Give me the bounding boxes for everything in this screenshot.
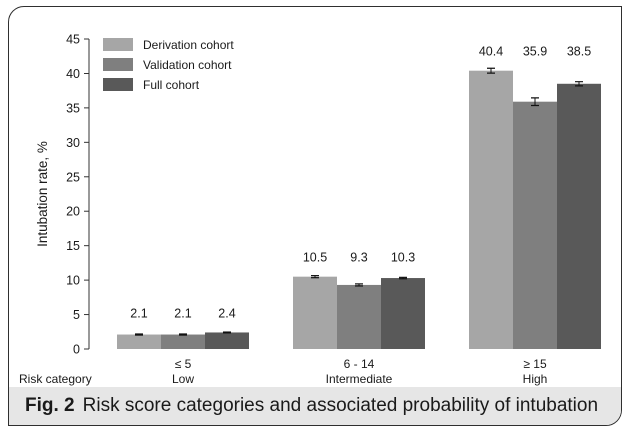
legend-swatch (103, 58, 133, 71)
category-range-label: ≥ 15 (523, 357, 547, 371)
data-label: 38.5 (567, 45, 591, 59)
y-tick-label: 35 (66, 101, 80, 115)
category-name-label: High (523, 372, 548, 386)
y-tick-label: 40 (66, 67, 80, 81)
bar (337, 284, 381, 349)
y-tick-label: 15 (66, 239, 80, 253)
bar (205, 332, 249, 349)
bar (513, 101, 557, 349)
figure-caption: Fig. 2 Risk score categories and associa… (9, 387, 621, 425)
x-axis-title: Risk category (19, 372, 92, 386)
category-name-label: Low (172, 372, 194, 386)
y-tick-label: 30 (66, 136, 80, 150)
bar-chart: 0 5 10 15 20 25 30 35 40 45 Intubation rate, % 2.1 2… (19, 33, 601, 386)
data-label: 2.1 (174, 306, 191, 320)
bar (469, 70, 513, 349)
bar (381, 278, 425, 349)
legend-swatch (103, 78, 133, 91)
legend-swatch (103, 38, 133, 51)
caption-text: Risk score categories and associated pro… (82, 395, 599, 416)
data-label: 35.9 (523, 45, 547, 59)
data-label: 2.4 (218, 306, 235, 320)
bar (161, 334, 205, 349)
data-label: 10.3 (391, 251, 415, 265)
y-tick-label: 10 (66, 274, 80, 288)
y-tick-label: 25 (66, 170, 80, 184)
legend-label: Derivation cohort (143, 38, 234, 52)
bar (293, 276, 337, 349)
legend-label: Full cohort (143, 78, 200, 92)
y-tick-label: 20 (66, 205, 80, 219)
data-label: 10.5 (303, 251, 327, 265)
figure-label: Fig. 2 (25, 395, 75, 416)
bar (117, 334, 161, 349)
category-range-label: 6 - 14 (344, 357, 375, 371)
data-label: 40.4 (479, 45, 503, 59)
y-tick-label: 0 (73, 343, 80, 357)
y-tick-label: 5 (73, 308, 80, 322)
figure-frame: 0 5 10 15 20 25 30 35 40 45 Intubation rate, % 2.1 2… (8, 6, 622, 426)
y-tick-label: 45 (66, 33, 80, 47)
y-axis-title: Intubation rate, % (35, 141, 50, 247)
bar (557, 83, 601, 350)
legend-label: Validation cohort (143, 58, 232, 72)
category-range-label: ≤ 5 (175, 357, 192, 371)
data-label: 9.3 (350, 251, 367, 265)
data-label: 2.1 (130, 306, 147, 320)
category-name-label: Intermediate (326, 372, 393, 386)
